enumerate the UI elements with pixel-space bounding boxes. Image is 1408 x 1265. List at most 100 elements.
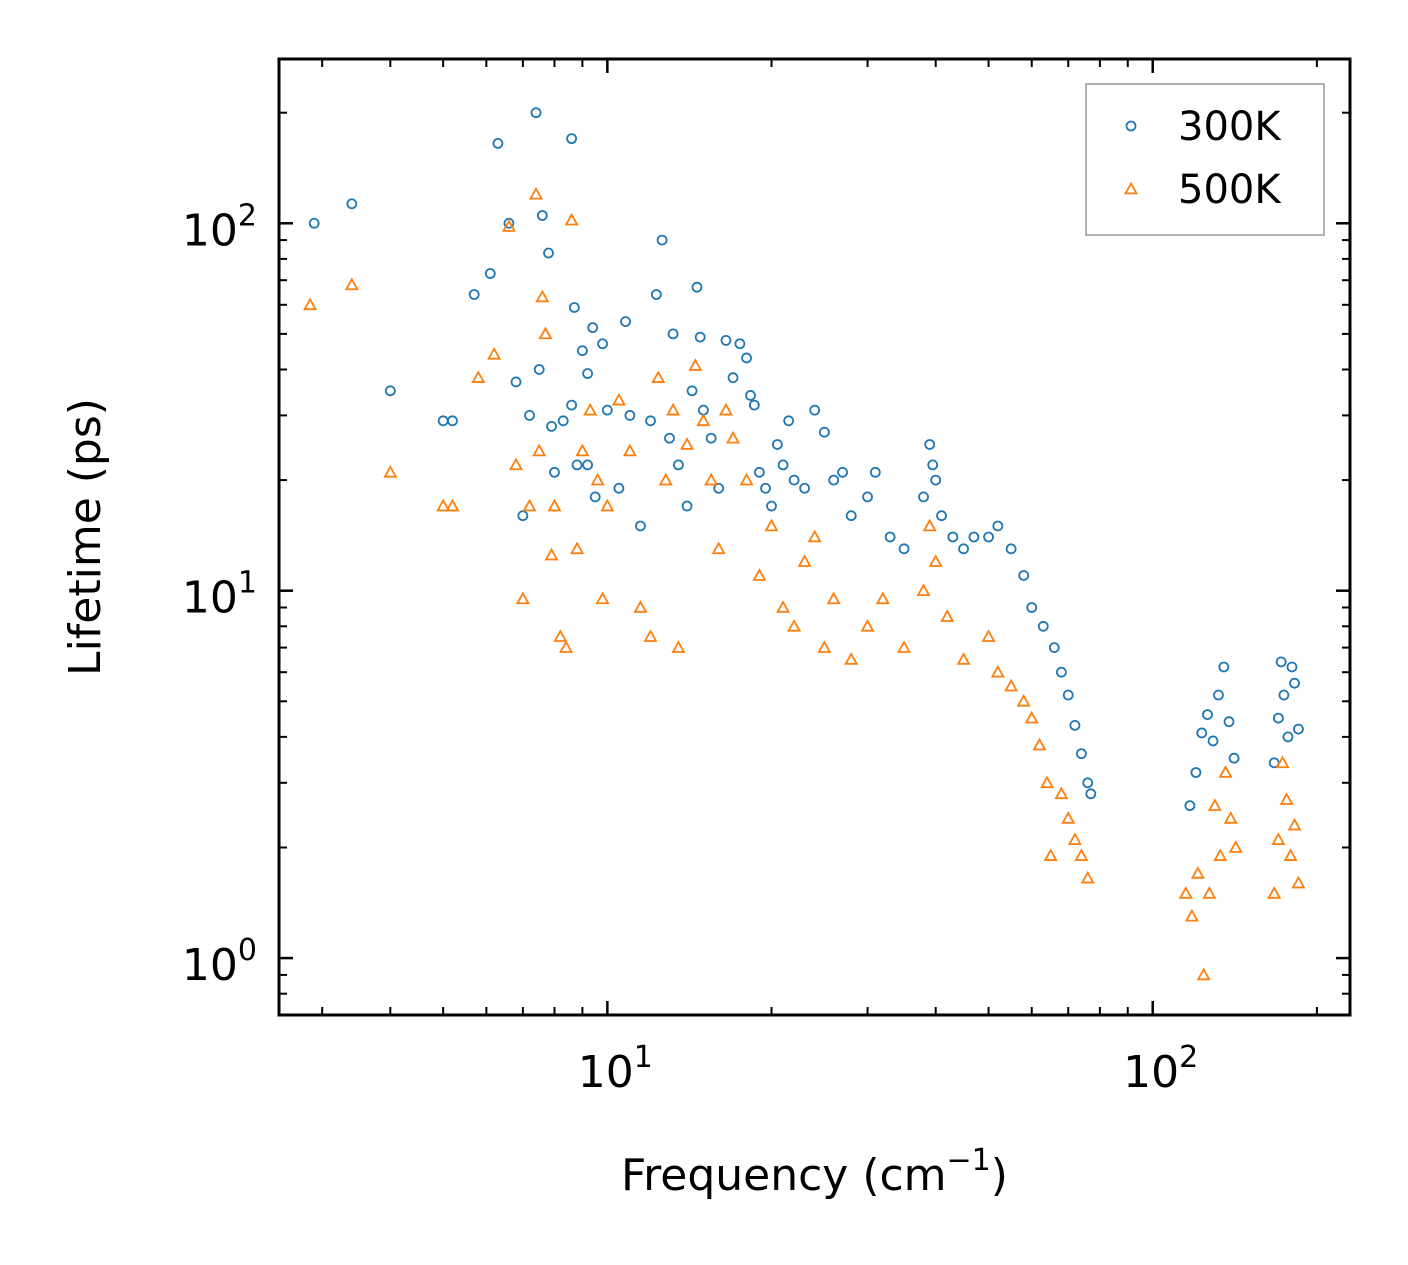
point-300K [1207, 735, 1219, 747]
point-300K [635, 520, 646, 532]
point-300K [1082, 777, 1094, 789]
point-300K [745, 390, 756, 401]
point-500K [583, 402, 598, 416]
point-500K [671, 640, 686, 653]
point-500K [688, 358, 703, 371]
point-300K [589, 491, 601, 503]
point-500K [1074, 848, 1089, 861]
legend-label: 300K [1178, 104, 1282, 150]
point-500K [1267, 886, 1282, 899]
point-300K [771, 439, 783, 450]
point-300K [1202, 709, 1213, 720]
point-500K [436, 498, 451, 512]
point-300K [766, 500, 777, 512]
point-500K [1279, 792, 1294, 805]
point-300K [1275, 656, 1287, 668]
point-300K [1223, 716, 1235, 728]
point-500K [535, 289, 550, 303]
point-300K [1213, 689, 1224, 701]
point-300K [510, 376, 522, 388]
point-500K [1032, 737, 1047, 751]
point-300K [601, 404, 613, 416]
point-300K [983, 531, 994, 543]
point-300K [1218, 661, 1230, 673]
point-300K [936, 510, 947, 522]
point-500K [501, 219, 516, 232]
point-500K [860, 618, 875, 632]
point-500K [532, 443, 547, 457]
point-500K [611, 392, 626, 406]
point-300K [753, 466, 765, 478]
point-500K [547, 498, 562, 512]
point-300K [1037, 620, 1049, 632]
point-300K [1184, 800, 1196, 812]
point-500K [1213, 848, 1228, 861]
point-300K [958, 543, 969, 555]
point-300K [1278, 689, 1290, 701]
point-500K [544, 547, 559, 561]
point-300K [869, 466, 881, 478]
point-500K [487, 346, 502, 360]
point-300K [720, 334, 732, 346]
point-500K [658, 472, 673, 486]
point-300K [492, 137, 504, 149]
point-300K [664, 432, 675, 444]
point-300K [1018, 570, 1030, 581]
point-500K [1016, 693, 1031, 707]
point-300K [837, 466, 849, 478]
point-500K [990, 664, 1005, 678]
point-300K [582, 459, 593, 471]
point-500K [515, 591, 530, 605]
series-500K [303, 186, 1306, 981]
point-300K [694, 331, 706, 343]
point-500K [559, 640, 574, 653]
point-300K [760, 482, 771, 494]
point-300K [503, 217, 515, 229]
point-300K [1055, 666, 1067, 678]
point-500K [1061, 811, 1076, 824]
point-300K [1282, 731, 1294, 743]
point-300K [734, 338, 746, 350]
point-500K [696, 413, 711, 427]
point-300K [1228, 752, 1240, 764]
point-500K [522, 498, 537, 512]
x-axis-label: Frequency (cm−1) [621, 1143, 1008, 1201]
point-500K [752, 568, 767, 581]
point-300K [884, 531, 896, 543]
point-300K [566, 399, 578, 411]
point-500K [666, 402, 681, 416]
point-300K [1076, 748, 1087, 760]
point-500K [1039, 775, 1055, 789]
point-500K [776, 600, 791, 613]
point-300K [346, 198, 358, 210]
point-300K [898, 543, 910, 555]
point-500K [508, 457, 524, 471]
point-300K [992, 520, 1004, 532]
point-300K [705, 432, 717, 444]
point-300K [650, 289, 662, 300]
point-500K [916, 583, 931, 596]
point-500K [529, 186, 544, 200]
point-300K [968, 531, 980, 543]
x-tick-label: 102 [1123, 1040, 1198, 1098]
point-300K [533, 364, 545, 375]
point-300K [447, 415, 458, 427]
point-500K [826, 591, 841, 605]
x-tick-label: 101 [578, 1040, 653, 1098]
point-500K [344, 277, 359, 291]
point-500K [600, 498, 615, 512]
point-500K [897, 640, 912, 653]
y-axis-label: Lifetime (ps) [60, 398, 111, 676]
point-300K [783, 415, 795, 427]
point-300K [845, 510, 857, 522]
point-500K [1207, 798, 1222, 811]
point-500K [940, 609, 955, 622]
point-300K [582, 368, 593, 379]
point-500K [807, 529, 822, 543]
point-300K [1286, 661, 1298, 673]
point-300K [1289, 677, 1300, 689]
point-300K [1026, 602, 1038, 613]
legend-marker-300K [1125, 120, 1137, 132]
point-500K [553, 629, 568, 642]
